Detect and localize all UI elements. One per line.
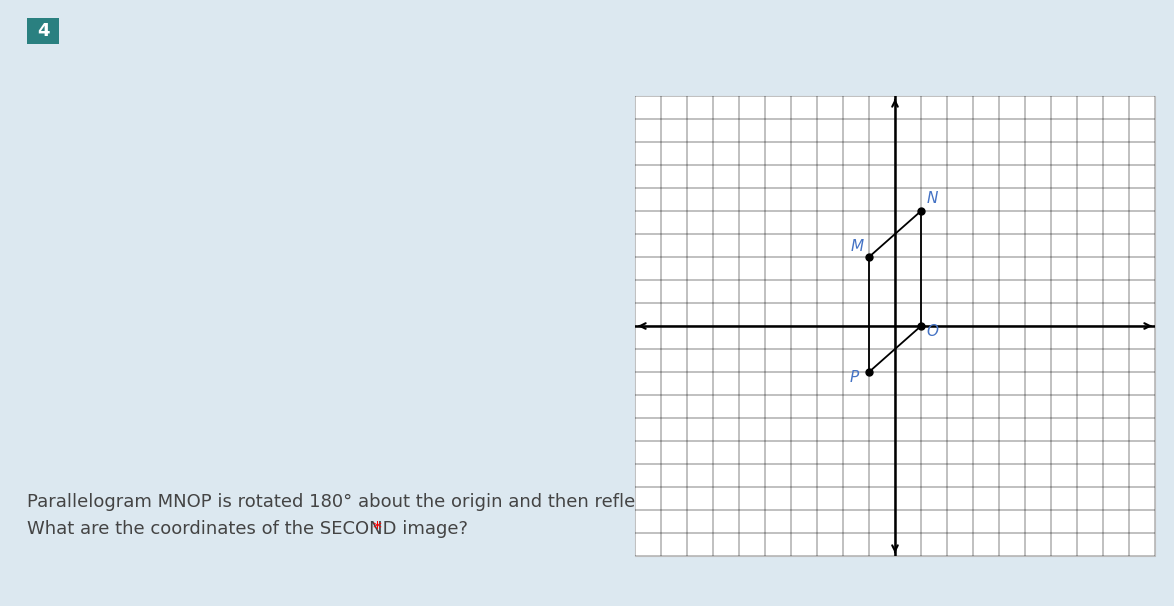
Text: Parallelogram MNOP is rotated 180° about the origin and then reflected across th: Parallelogram MNOP is rotated 180° about… (27, 493, 838, 511)
Text: P: P (850, 370, 858, 385)
FancyBboxPatch shape (27, 18, 59, 44)
FancyBboxPatch shape (635, 96, 1155, 556)
Text: M: M (851, 239, 864, 255)
Text: 4: 4 (36, 22, 49, 40)
Text: *: * (372, 520, 382, 538)
Text: O: O (926, 324, 938, 339)
Text: N: N (926, 191, 938, 206)
Text: What are the coordinates of the SECOND image?: What are the coordinates of the SECOND i… (27, 520, 474, 538)
